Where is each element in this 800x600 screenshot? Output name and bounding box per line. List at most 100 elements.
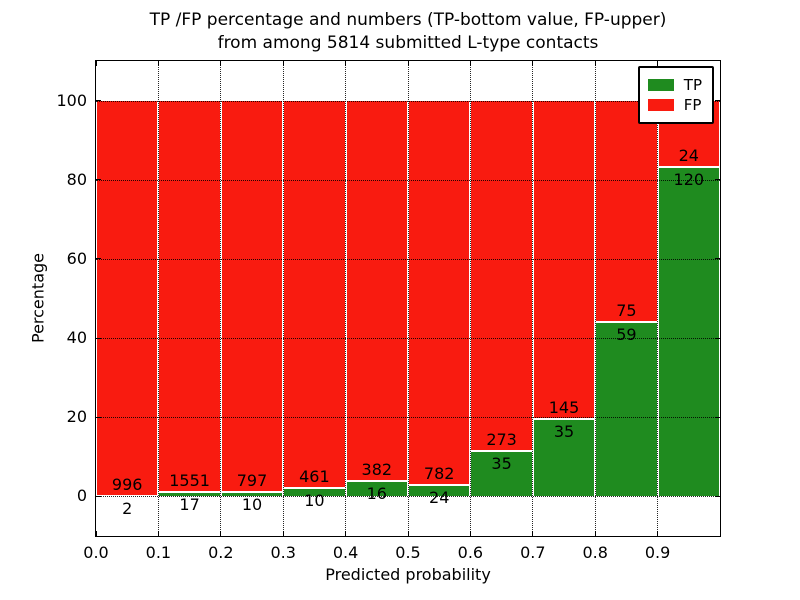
bar-segment-separator [284, 487, 345, 489]
x-tick-label: 0.7 [520, 543, 546, 562]
bar-label-fp: 145 [548, 398, 580, 418]
bar-label-fp: 24 [678, 145, 699, 165]
gridline-vertical [220, 61, 222, 536]
bar-label-fp: 461 [299, 467, 330, 486]
y-tick-label: 0 [76, 486, 87, 506]
bar-segment-tp [346, 480, 407, 497]
bar-label-tp: 120 [673, 169, 705, 189]
bar-segment-fp [409, 100, 470, 485]
x-tick-label: 0.1 [145, 543, 172, 562]
x-tick-bottom [345, 531, 347, 536]
x-tick-top [220, 61, 222, 66]
bar-label-tp: 59 [616, 325, 637, 345]
x-tick-label: 0.3 [270, 543, 296, 562]
y-tick-right [715, 337, 720, 339]
bar-segment-separator [221, 490, 283, 493]
gridline-vertical [157, 61, 159, 536]
bar-label-tp: 24 [429, 487, 450, 507]
bar-segment-fp [596, 100, 657, 323]
x-tick-label: 0.6 [457, 543, 484, 562]
legend-swatch-tp [647, 79, 674, 91]
y-tick-left [96, 337, 101, 339]
bar-segment-separator [346, 479, 407, 482]
bar-segment-separator [409, 483, 470, 486]
bar-label-fp: 782 [423, 463, 455, 483]
bar-label-tp: 2 [122, 498, 133, 518]
bar-label-fp: 273 [486, 430, 517, 450]
bar-segment-tp [471, 451, 532, 497]
y-tick-left [96, 258, 101, 260]
bar-segment-fp [533, 100, 595, 420]
legend: TP FP [637, 66, 714, 124]
bar-label-fp: 382 [361, 459, 393, 479]
gridline-vertical [282, 61, 284, 536]
legend-label-tp: TP [683, 76, 702, 94]
legend-swatch-fp [647, 99, 674, 111]
bar-segment-fp [159, 100, 220, 493]
y-tick-left [96, 416, 101, 418]
x-tick-label: 0.4 [332, 543, 359, 562]
x-tick-top [532, 61, 534, 66]
gridline-vertical [407, 61, 409, 536]
x-tick-top [157, 61, 159, 66]
bar-label-fp: 75 [616, 301, 637, 321]
y-tick-right [715, 179, 720, 181]
bar-label-fp: 996 [111, 474, 143, 494]
bar-segment-tp [284, 488, 345, 497]
bar-label-tp: 10 [241, 494, 263, 514]
x-tick-top [407, 61, 409, 66]
bar-segment-fp [221, 100, 283, 492]
x-tick-bottom [657, 531, 659, 536]
bar-label-tp: 10 [304, 491, 325, 510]
gridline-vertical [532, 61, 534, 536]
legend-label-fp: FP [683, 96, 702, 114]
x-tick-top [657, 61, 659, 66]
bar-segment-separator [159, 491, 220, 494]
y-tick-label: 20 [66, 407, 87, 427]
x-tick-bottom [594, 531, 596, 536]
x-tick-bottom [469, 531, 471, 536]
bar-label-tp: 16 [366, 483, 387, 503]
bar-segment-fp [346, 100, 407, 481]
gridline-vertical [657, 61, 659, 536]
bar-segment-tp [596, 322, 657, 497]
chart-title: TP /FP percentage and numbers (TP-bottom… [96, 9, 720, 55]
bar-segment-separator [97, 494, 158, 497]
y-tick-right [715, 258, 720, 260]
x-tick-label: 0.9 [644, 543, 671, 562]
bar-segment-tp [221, 491, 283, 497]
x-tick-top [469, 61, 471, 66]
x-tick-label: 0.0 [83, 543, 109, 562]
bar-segment-tp [658, 166, 719, 497]
bar-segment-tp [159, 492, 220, 497]
y-tick-label: 40 [66, 328, 87, 348]
bar-segment-fp [284, 100, 345, 488]
x-tick-label: 0.8 [582, 543, 608, 562]
y-tick-right [715, 416, 720, 418]
y-tick-left [96, 495, 101, 497]
bar-segment-separator [658, 165, 719, 168]
y-tick-label: 80 [66, 169, 87, 189]
bar-segment-tp [533, 419, 595, 497]
gridline-vertical [469, 61, 471, 536]
legend-item-tp: TP [647, 76, 702, 94]
x-tick-top [345, 61, 347, 66]
y-tick-right [715, 495, 720, 497]
bar-label-tp: 35 [553, 422, 575, 442]
legend-item-fp: FP [647, 96, 702, 114]
x-tick-bottom [407, 531, 409, 536]
x-tick-top [282, 61, 284, 66]
bar-segment-separator [596, 321, 657, 324]
bar-segment-tp [409, 484, 470, 497]
x-tick-bottom [157, 531, 159, 536]
chart-title-line1: TP /FP percentage and numbers (TP-bottom… [149, 10, 667, 30]
y-tick-label: 60 [66, 248, 87, 268]
bar-label-tp: 17 [179, 495, 200, 515]
gridline-vertical [345, 61, 347, 536]
y-tick-left [96, 179, 101, 181]
x-tick-top [95, 61, 97, 66]
x-tick-label: 0.5 [395, 543, 421, 562]
bar-label-fp: 797 [236, 470, 268, 490]
y-tick-left [96, 100, 101, 102]
